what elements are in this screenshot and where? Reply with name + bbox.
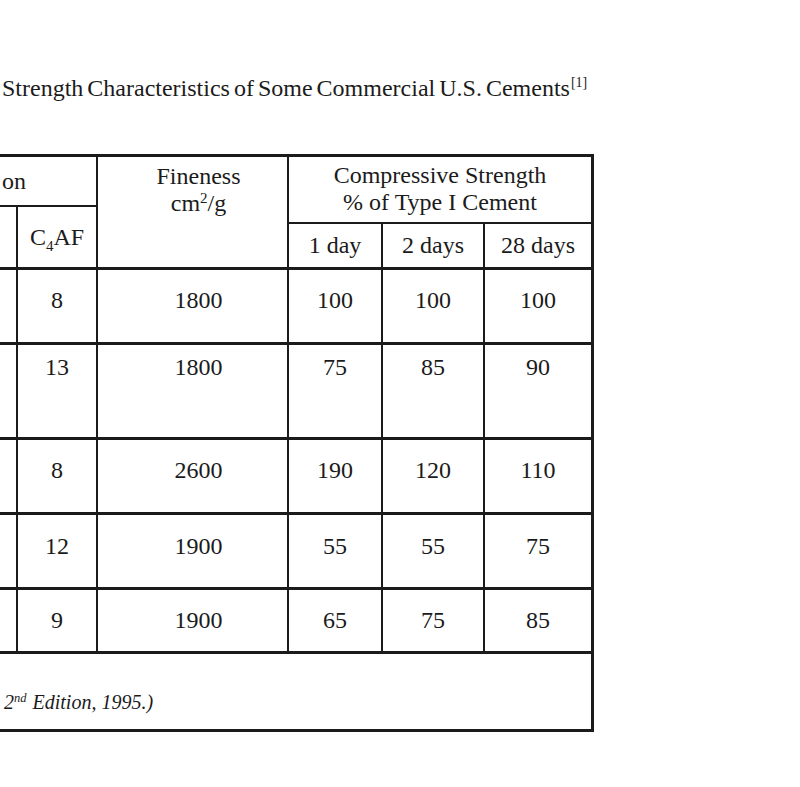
- cell-r4-28days: 75: [485, 514, 591, 587]
- cell-r4-2days: 55: [383, 514, 483, 587]
- table-title: Strength Characteristics of Some Commerc…: [2, 74, 587, 106]
- cell-r3-fineness: 2600: [98, 439, 287, 512]
- cell-r2-1day: 75: [289, 344, 381, 437]
- cell-r1-c4af: 8: [18, 269, 96, 342]
- source-note: 2nd Edition, 1995.): [0, 653, 591, 729]
- cell-r3-c4af: 8: [18, 439, 96, 512]
- header-fineness-line1: Fineness: [157, 163, 241, 190]
- header-compressive-line1: Compressive Strength: [334, 162, 547, 189]
- cell-r3-2days: 120: [383, 439, 483, 512]
- cell-r2-28days: 90: [485, 344, 591, 437]
- table-title-text: Strength Characteristics of Some Commerc…: [2, 75, 570, 101]
- cell-r1-1day: 100: [289, 269, 381, 342]
- source-note-prefix: 2: [4, 691, 14, 713]
- cell-r4-fineness: 1900: [98, 514, 287, 587]
- cell-r1-2days: 100: [383, 269, 483, 342]
- cell-r2-c4af: 13: [18, 344, 96, 437]
- cell-r5-2days: 75: [383, 589, 483, 651]
- citation-superscript: [1]: [571, 75, 587, 90]
- header-c4af: C4AF: [18, 207, 96, 267]
- cell-r5-28days: 85: [485, 589, 591, 651]
- cell-r5-1day: 65: [289, 589, 381, 651]
- cell-r1-28days: 100: [485, 269, 591, 342]
- cell-r5-fineness: 1900: [98, 589, 287, 651]
- document-page: Strength Characteristics of Some Commerc…: [0, 0, 800, 787]
- source-note-text: Edition, 1995.): [33, 691, 154, 713]
- header-1-day: 1 day: [289, 224, 381, 267]
- cm2-superscript: 2: [200, 190, 208, 206]
- cell-r1-fineness: 1800: [98, 269, 287, 342]
- cell-r3-1day: 190: [289, 439, 381, 512]
- cell-r3-28days: 110: [485, 439, 591, 512]
- header-compressive-strength: Compressive Strength % of Type I Cement: [289, 157, 591, 222]
- c4af-subscript: 4: [46, 238, 54, 254]
- table-right-border: [591, 154, 594, 732]
- header-composition-fragment: on: [0, 157, 96, 205]
- header-28-days: 28 days: [485, 224, 591, 267]
- cell-r2-fineness: 1800: [98, 344, 287, 437]
- header-fineness: Fineness cm2/g: [98, 157, 287, 267]
- cell-r4-1day: 55: [289, 514, 381, 587]
- cell-r4-c4af: 12: [18, 514, 96, 587]
- cell-r5-c4af: 9: [18, 589, 96, 651]
- header-compressive-line2: % of Type I Cement: [343, 189, 537, 216]
- ordinal-superscript: nd: [14, 691, 27, 705]
- header-2-days: 2 days: [383, 224, 483, 267]
- table-bottom-border: [0, 729, 594, 732]
- header-fineness-unit: cm2/g: [171, 190, 227, 220]
- cell-r2-2days: 85: [383, 344, 483, 437]
